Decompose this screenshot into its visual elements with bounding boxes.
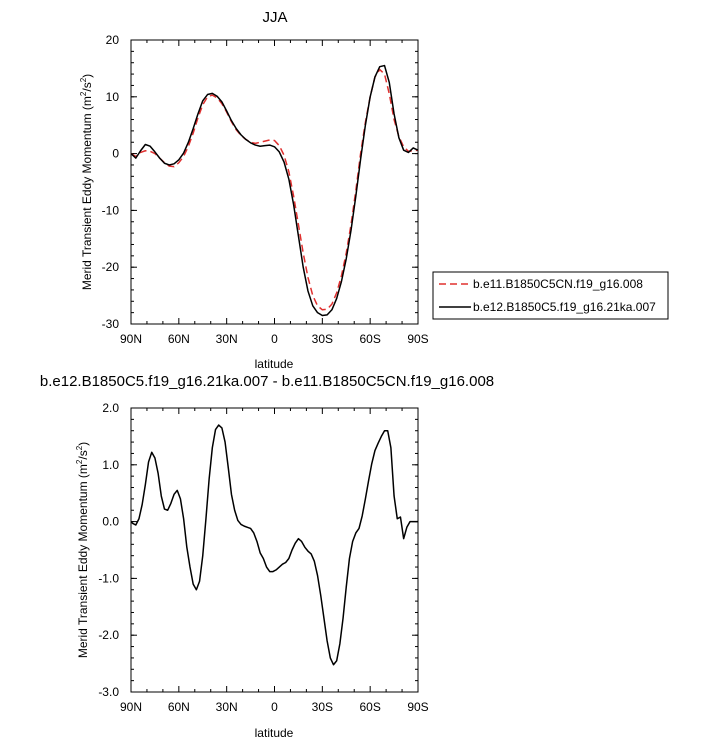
x-tick-label: 0 [271, 332, 278, 346]
top-chart: JJA 90N 60N 30N 0 30S 60S 90S 20 10 0 -10 -20 -30 la… [79, 9, 669, 371]
x-tick-label: 90N [120, 332, 142, 346]
x-tick-label: 60S [359, 332, 380, 346]
series-line-2 [130, 64, 419, 317]
series-line-1 [130, 424, 418, 666]
top-chart-ylabel: Merid Transient Eddy Momentum (m2/s2) [79, 74, 94, 290]
legend: b.e11.B1850C5CN.f19_g16.008 b.e12.B1850C… [432, 271, 669, 320]
top-chart-ylabel-end: ) [80, 74, 94, 78]
top-chart-title: JJA [262, 9, 287, 26]
y-tick-label: -10 [102, 203, 120, 217]
x-tick-label: 90S [407, 700, 428, 714]
top-chart-ylabel-sup: 2 [79, 91, 88, 96]
bottom-chart-xlabel: latitude [255, 726, 294, 740]
bottom-chart-ylabel: Merid Transient Eddy Momentum (m2/s2) [75, 442, 90, 658]
bottom-chart-ylabel-mid: /s [76, 450, 90, 459]
y-tick-label: -3.0 [98, 685, 119, 699]
series-line-1 [130, 68, 419, 311]
x-tick-label: 60N [168, 332, 190, 346]
y-tick-label: -20 [102, 260, 120, 274]
top-chart-ylabel-mid: /s [80, 82, 94, 91]
bottom-chart: b.e12.B1850C5.f19_g16.21ka.007 - b.e11.B… [40, 373, 494, 740]
x-tick-label: 30S [312, 700, 333, 714]
y-tick-label: 2.0 [102, 401, 119, 415]
bottom-chart-series [130, 424, 418, 666]
y-tick-label: 1.0 [102, 458, 119, 472]
bottom-chart-ylabel-main: Merid Transient Eddy Momentum (m [76, 464, 90, 658]
legend-label-series-1: b.e11.B1850C5CN.f19_g16.008 [473, 277, 643, 291]
top-chart-ylabel-sup2: 2 [79, 77, 88, 82]
top-chart-ticks: 90N 60N 30N 0 30S 60S 90S 20 10 0 -10 -20 -30 [102, 33, 429, 346]
bottom-chart-ticks: 90N 60N 30N 0 30S 60S 90S 2.0 1.0 0.0 -1.0 -2.0 -3.0 [98, 401, 428, 714]
y-tick-label: 0 [112, 147, 119, 161]
y-tick-label: -2.0 [98, 628, 119, 642]
y-tick-label: 20 [106, 33, 120, 47]
x-tick-label: 30N [216, 332, 238, 346]
top-chart-series [130, 64, 419, 317]
y-tick-label: 10 [106, 90, 120, 104]
x-tick-label: 30N [216, 700, 238, 714]
top-chart-plot-frame [130, 39, 419, 325]
bottom-chart-ylabel-end: ) [76, 442, 90, 446]
y-tick-label: -30 [102, 317, 120, 331]
bottom-chart-ylabel-sup: 2 [75, 459, 84, 464]
x-tick-label: 0 [271, 700, 278, 714]
x-tick-label: 60N [168, 700, 190, 714]
bottom-chart-ylabel-sup2: 2 [75, 445, 84, 450]
x-tick-label: 90N [120, 700, 142, 714]
x-tick-label: 60S [359, 700, 380, 714]
y-tick-label: -1.0 [98, 571, 119, 585]
x-tick-label: 30S [312, 332, 333, 346]
top-chart-ylabel-main: Merid Transient Eddy Momentum (m [80, 96, 94, 290]
top-chart-xlabel: latitude [255, 357, 294, 371]
legend-label-series-2: b.e12.B1850C5.f19_g16.21ka.007 [473, 300, 656, 314]
y-tick-label: 0.0 [102, 515, 119, 529]
x-tick-label: 90S [407, 332, 428, 346]
legend-frame [432, 271, 669, 320]
bottom-chart-title: b.e12.B1850C5.f19_g16.21ka.007 - b.e11.B… [40, 373, 494, 390]
